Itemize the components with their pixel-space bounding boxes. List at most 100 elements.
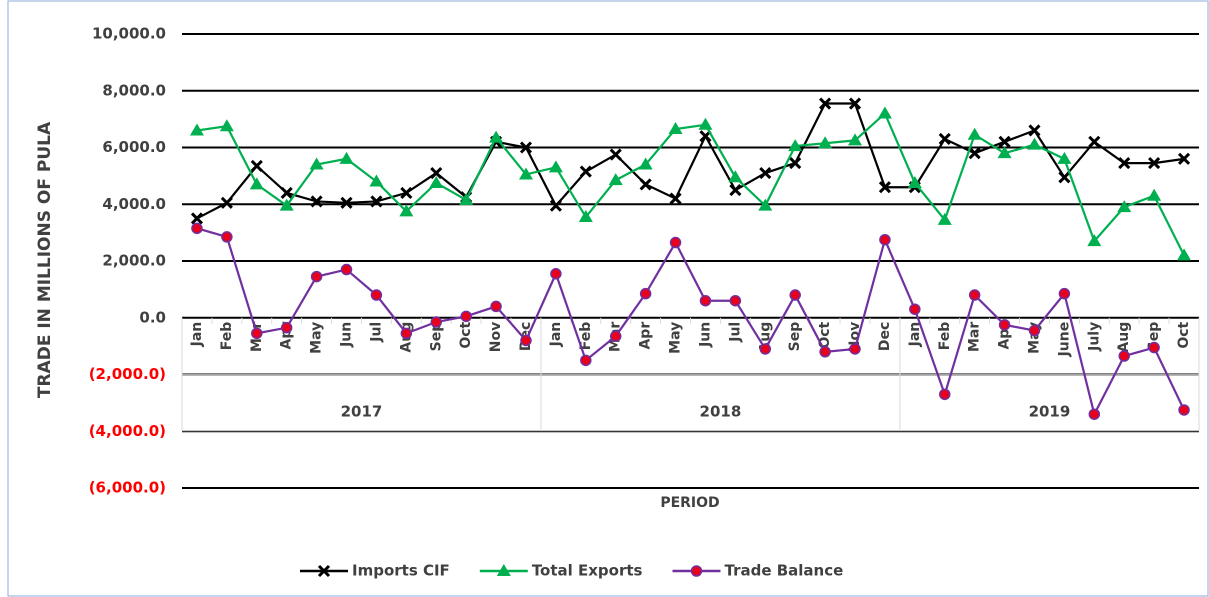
x-tick-label: Nov [488, 322, 504, 352]
y-tick-label: 6,000.0 [102, 138, 166, 156]
x-tick-label: Jul [368, 322, 384, 343]
marker-triangle [518, 167, 533, 180]
marker-triangle [1117, 200, 1132, 213]
marker-circle [879, 233, 891, 246]
x-tick-label: Aug [1116, 322, 1132, 353]
marker-circle [729, 294, 742, 307]
marker-x [938, 132, 951, 146]
marker-x [729, 184, 742, 197]
marker-circle [490, 300, 502, 313]
marker-triangle [818, 136, 833, 149]
marker-x [430, 166, 443, 180]
marker-x [1088, 135, 1101, 148]
marker-triangle [638, 157, 653, 170]
marker-circle [1118, 350, 1130, 362]
marker-x [1118, 157, 1131, 170]
x-tick-label: Mar [967, 322, 983, 352]
marker-triangle [997, 146, 1012, 159]
y-tick-label: (4,000.0) [89, 422, 166, 440]
marker-triangle [877, 106, 892, 119]
marker-x [609, 148, 622, 161]
marker-triangle [369, 174, 384, 187]
marker-triangle [309, 157, 324, 170]
group-label: 2017 [341, 402, 383, 420]
marker-triangle [608, 173, 623, 186]
y-tick-label: (6,000.0) [89, 479, 166, 497]
marker-circle [550, 268, 562, 280]
marker-circle [699, 294, 712, 307]
y-tick-label: 4,000.0 [102, 195, 166, 213]
marker-x [190, 212, 204, 225]
marker-x [519, 141, 533, 154]
marker-circle [370, 289, 383, 301]
marker-triangle [219, 119, 234, 132]
x-tick-label: Jan [548, 322, 564, 348]
chart-border [7, 0, 1209, 597]
y-tick-label: 2,000.0 [102, 252, 166, 270]
x-tick-label: Sep [787, 322, 803, 352]
marker-triangle [578, 210, 593, 223]
marker-triangle [698, 117, 713, 130]
legend-label: Imports CIF [352, 562, 450, 580]
marker-x [400, 186, 413, 199]
marker-x [968, 147, 981, 160]
marker-circle [400, 327, 413, 340]
marker-x [250, 159, 263, 173]
marker-circle [280, 321, 293, 334]
marker-circle [759, 343, 772, 355]
marker-triangle [496, 564, 511, 576]
marker-triangle [668, 122, 683, 135]
marker-x [1148, 157, 1161, 170]
x-axis-title: PERIOD [660, 495, 719, 511]
x-tick-label: Jan [907, 322, 923, 348]
marker-x [639, 178, 652, 191]
marker-x [549, 199, 562, 212]
legend-item: Total Exports [479, 562, 643, 580]
legend-item: Imports CIF [300, 562, 450, 580]
marker-circle [310, 270, 323, 283]
marker-x [370, 195, 383, 208]
marker-circle [669, 236, 682, 249]
marker-triangle [937, 212, 952, 225]
marker-x [317, 564, 331, 578]
x-tick-label: Jul [727, 322, 743, 343]
marker-x [310, 195, 323, 208]
marker-x [819, 97, 832, 110]
marker-circle [1028, 324, 1041, 337]
marker-triangle [1147, 188, 1162, 201]
y-tick-label: (2,000.0) [89, 365, 166, 383]
marker-circle [939, 388, 951, 401]
marker-circle [340, 263, 353, 276]
marker-x [1058, 171, 1071, 184]
marker-x [1177, 152, 1191, 165]
x-tick-label: Apr [638, 322, 654, 350]
marker-circle [221, 231, 233, 243]
marker-circle [520, 334, 532, 347]
marker-circle [1088, 408, 1101, 420]
marker-circle [580, 354, 592, 367]
series-line [196, 102, 1185, 220]
marker-triangle [1087, 234, 1102, 247]
marker-x [340, 196, 353, 209]
marker-x [220, 196, 233, 209]
marker-triangle [249, 177, 264, 190]
marker-circle [968, 289, 981, 301]
marker-triangle [1177, 248, 1192, 261]
marker-triangle [907, 175, 922, 188]
marker-circle [191, 222, 203, 235]
marker-triangle [489, 130, 504, 143]
marker-circle [430, 316, 442, 328]
x-tick-label: Oct [458, 321, 474, 348]
marker-circle [460, 310, 472, 323]
marker-triangle [728, 170, 743, 183]
marker-circle [819, 346, 831, 358]
marker-triangle [429, 175, 444, 188]
marker-triangle [758, 198, 773, 211]
x-tick-label: Feb [219, 322, 235, 351]
x-tick-label: Oct [1176, 321, 1192, 348]
marker-triangle [1027, 137, 1042, 150]
marker-circle [909, 303, 921, 315]
marker-x [280, 186, 293, 199]
marker-triangle [848, 133, 863, 146]
